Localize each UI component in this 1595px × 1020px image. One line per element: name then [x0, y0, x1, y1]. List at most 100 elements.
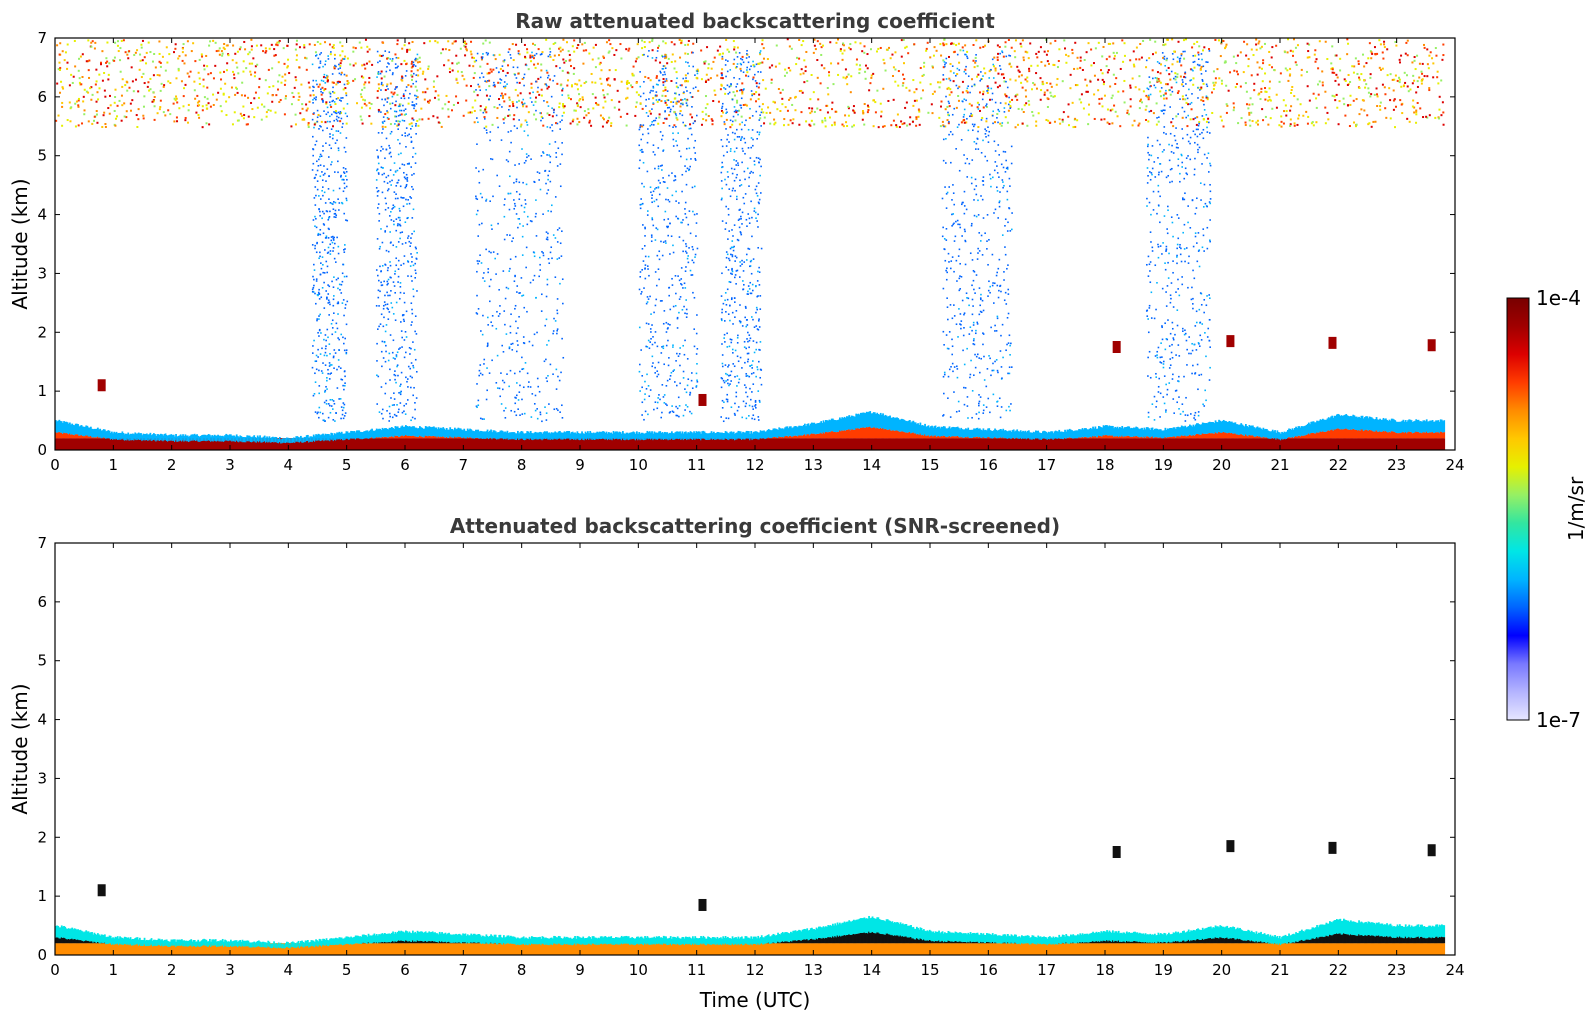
heatmap-cell: [411, 60, 414, 63]
heatmap-cell: [567, 430, 569, 439]
heatmap-cell: [1337, 428, 1339, 439]
heatmap-cell: [1243, 438, 1246, 450]
heatmap-cell: [868, 89, 871, 92]
heatmap-cell: [763, 430, 765, 439]
heatmap-cell: [287, 438, 289, 450]
heatmap-cell: [837, 419, 840, 432]
heatmap-cell: [500, 430, 503, 439]
heatmap-cell: [885, 48, 888, 51]
heatmap-cell: [100, 438, 103, 450]
heatmap-cell: [1260, 437, 1262, 439]
heatmap-cell: [1231, 421, 1233, 433]
heatmap-cell: [1403, 71, 1406, 74]
heatmap-cell: [1022, 111, 1025, 114]
heatmap-cell: [839, 417, 841, 431]
heatmap-cell: [1404, 432, 1407, 439]
heatmap-cell: [55, 438, 57, 450]
heatmap-cell: [534, 66, 537, 69]
heatmap-cell: [779, 428, 782, 437]
heatmap-cell: [1247, 436, 1250, 439]
heatmap-cell: [1121, 39, 1124, 42]
heatmap-cell: [262, 438, 265, 450]
heatmap-cell: [67, 438, 70, 450]
heatmap-cell: [705, 119, 708, 122]
heatmap-cell: [762, 57, 765, 60]
heatmap-cell: [159, 65, 162, 68]
heatmap-cell: [953, 427, 956, 437]
heatmap-cell: [1287, 438, 1289, 450]
heatmap-cell: [969, 429, 972, 438]
heatmap-cell: [657, 122, 660, 125]
heatmap-cell: [1137, 428, 1140, 438]
heatmap-cell: [1101, 438, 1104, 450]
heatmap-cell: [407, 435, 410, 439]
heatmap-cell: [960, 436, 963, 439]
heatmap-cell: [256, 106, 259, 109]
heatmap-cell: [74, 423, 77, 435]
heatmap-cell: [1302, 438, 1304, 450]
heatmap-cell: [970, 438, 973, 450]
heatmap-cell: [401, 425, 404, 436]
heatmap-cell: [1196, 433, 1198, 439]
heatmap-cell: [962, 437, 965, 439]
heatmap-cell: [1347, 73, 1350, 76]
heatmap-cell: [1381, 419, 1384, 432]
heatmap-cell: [1215, 438, 1218, 450]
heatmap-cell: [1429, 432, 1432, 439]
heatmap-cell: [490, 429, 492, 438]
heatmap-cell: [542, 432, 545, 440]
heatmap-cell: [78, 81, 81, 84]
heatmap-cell: [1035, 430, 1037, 439]
heatmap-cell: [344, 87, 347, 90]
heatmap-cell: [801, 438, 804, 450]
heatmap-cell: [1101, 55, 1104, 58]
heatmap-cell: [615, 431, 617, 439]
heatmap-cell: [507, 114, 510, 117]
heatmap-cell: [205, 122, 208, 125]
heatmap-cell: [333, 433, 336, 440]
heatmap-cell: [816, 433, 819, 439]
heatmap-cell: [967, 427, 970, 437]
heatmap-cell: [1157, 120, 1160, 123]
heatmap-cell: [126, 53, 129, 56]
heatmap-cell: [364, 438, 366, 450]
heatmap-cell: [709, 438, 712, 450]
heatmap-cell: [1016, 65, 1019, 68]
heatmap-cell: [963, 118, 966, 121]
heatmap-cell: [720, 438, 722, 450]
heatmap-cell: [1310, 433, 1313, 439]
heatmap-cell: [81, 435, 84, 439]
heatmap-cell: [1080, 437, 1083, 439]
heatmap-cell: [737, 438, 740, 450]
heatmap-cell: [1379, 431, 1381, 439]
heatmap-cell: [391, 427, 393, 437]
heatmap-cell: [1309, 434, 1311, 439]
heatmap-cell: [1399, 433, 1401, 439]
heatmap-cell: [1200, 438, 1203, 450]
heatmap-cell: [1359, 417, 1362, 431]
heatmap-cell: [1265, 90, 1268, 93]
heatmap-cell: [1200, 65, 1203, 68]
heatmap-cell: [974, 61, 977, 64]
heatmap-cell: [820, 432, 823, 439]
heatmap-cell: [825, 438, 827, 450]
heatmap-cell: [295, 58, 298, 61]
heatmap-cell: [284, 438, 287, 450]
heatmap-cell: [484, 108, 487, 111]
heatmap-cell: [904, 106, 907, 109]
heatmap-cell: [863, 103, 866, 106]
panel-raw: Raw attenuated backscattering coefficien…: [8, 9, 1465, 474]
heatmap-cell: [547, 432, 550, 440]
heatmap-cell: [345, 438, 348, 450]
heatmap-cell: [380, 54, 383, 57]
heatmap-cell: [1429, 438, 1432, 450]
heatmap-cell: [1228, 438, 1231, 450]
heatmap-cell: [678, 431, 680, 440]
heatmap-cell: [540, 438, 543, 450]
heatmap-cell: [897, 430, 900, 439]
heatmap-cell: [1117, 90, 1120, 93]
heatmap-cell: [1276, 430, 1279, 439]
heatmap-cell: [850, 438, 853, 450]
heatmap-cell: [1207, 438, 1210, 450]
heatmap-cell: [118, 432, 120, 440]
